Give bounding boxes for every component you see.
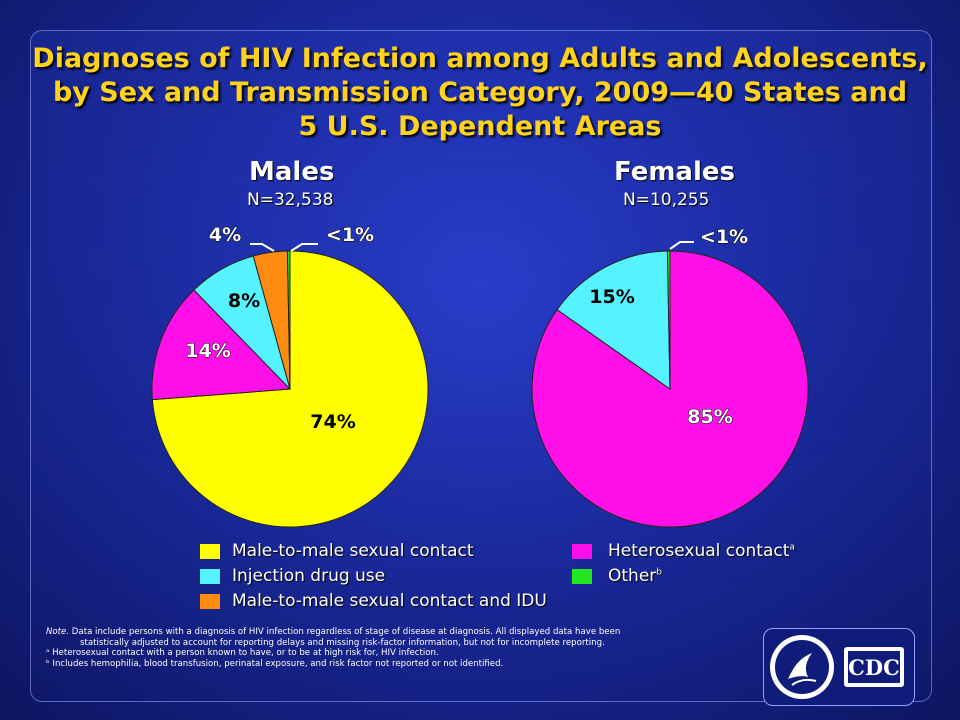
females-n: N=10,255 — [623, 190, 710, 210]
leader-female-lt1 — [669, 241, 694, 250]
footnote-a: ᵃ Heterosexual contact with a person kno… — [46, 648, 439, 659]
pie-female-label-other: <1% — [700, 226, 748, 248]
title-line-2: by Sex and Transmission Category, 2009—4… — [52, 77, 908, 108]
pie-male-label-male-to-male-sexual-contact-and-idu: 4% — [209, 224, 241, 246]
females-n-wrap: N=10,255 — [623, 190, 709, 210]
footnote-b: ᵇ Includes hemophilia, blood transfusion… — [46, 658, 504, 669]
note-prefix: Note. — [46, 627, 70, 637]
legend-swatch-msm — [200, 544, 220, 559]
females-header: Females — [614, 157, 735, 187]
title-line-3: 5 U.S. Dependent Areas — [298, 111, 662, 142]
cdc-logo: CDC — [763, 628, 915, 706]
pie-male-slice-heterosexual-contact — [151, 289, 292, 401]
cdc-logo-text: CDC — [848, 655, 900, 680]
pie-male-slice-other — [286, 250, 291, 390]
note-line-2: statistically adjusted to account for re… — [80, 637, 605, 648]
pie-female-label-injection-drug-use: 15% — [589, 286, 634, 308]
legend-other-sup: b — [656, 567, 662, 578]
females-heading: Females — [614, 157, 735, 187]
legend-other-text: Other — [608, 566, 657, 586]
title-line-1: Diagnoses of HIV Infection among Adults … — [32, 43, 928, 74]
legend-hetero-sup: a — [789, 542, 795, 553]
pie-male-label-injection-drug-use: 8% — [228, 290, 260, 312]
note-line-1: Note. Data include persons with a diagno… — [46, 627, 766, 638]
legend-label-idu: Injection drug use — [232, 566, 386, 586]
pie-female-slice-other — [666, 250, 671, 390]
pie-male-label-male-to-male-sexual-contact: 74% — [310, 411, 355, 433]
footnotes: Note. Data include persons with a diagno… — [46, 627, 766, 669]
legend-label-other: Otherb — [608, 566, 662, 586]
pie-male-label-heterosexual-contact: 14% — [185, 340, 230, 362]
legend-label-hetero: Heterosexual contacta — [608, 541, 795, 561]
hhs-seal-icon — [770, 635, 904, 699]
males-n: N=32,538 — [247, 190, 334, 210]
pie-male-label-other: <1% — [326, 224, 374, 246]
males-header: Males — [249, 157, 334, 187]
pie-female-slice-injection-drug-use — [556, 250, 671, 390]
leader-male-4 — [250, 243, 275, 252]
legend-label-msm: Male-to-male sexual contact — [232, 541, 474, 561]
note-text: Data include persons with a diagnosis of… — [69, 627, 621, 637]
chart-title: Diagnoses of HIV Infection among Adults … — [30, 42, 930, 144]
legend-swatch-idu — [200, 569, 220, 584]
legend-swatch-hetero — [572, 544, 592, 559]
leader-male-lt1 — [290, 243, 318, 252]
legend-swatch-msm-idu — [200, 594, 220, 609]
legend-label-msm-idu: Male-to-male sexual contact and IDU — [232, 591, 547, 611]
males-n-wrap: N=32,538 — [247, 190, 333, 210]
legend-hetero-text: Heterosexual contact — [608, 541, 790, 561]
pie-female-label-heterosexual-contact: 85% — [687, 406, 732, 428]
males-heading: Males — [249, 157, 335, 187]
legend-swatch-other — [572, 569, 592, 584]
